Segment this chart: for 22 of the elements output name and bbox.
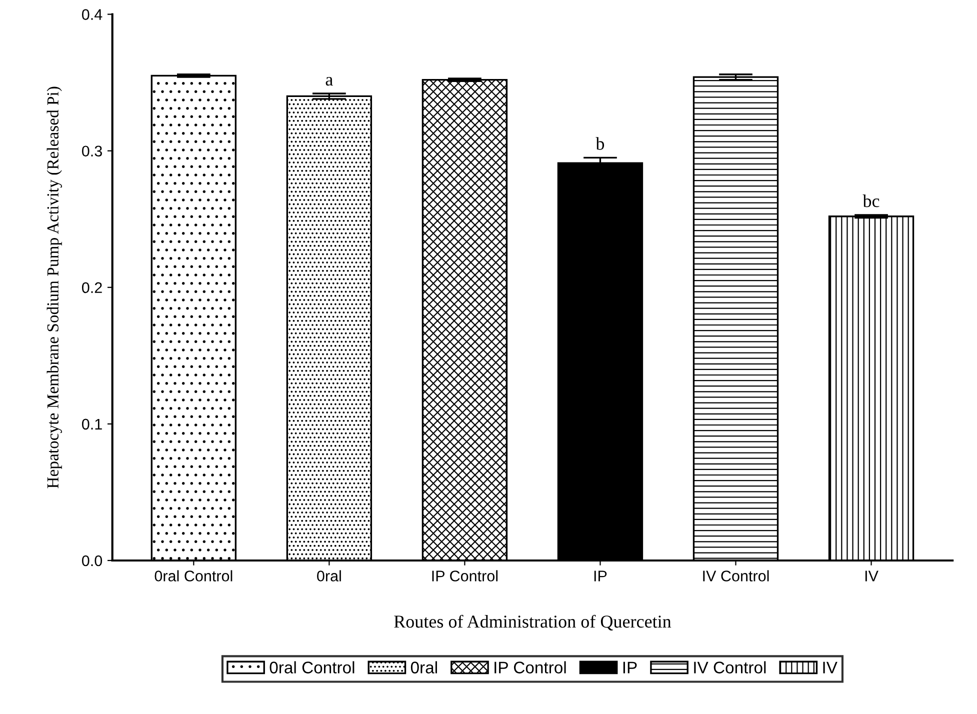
y-tick-label: 0.0 (82, 555, 102, 566)
x-axis-title: Routes of Administration of Quercetin (394, 614, 672, 630)
x-tick-label: IV (865, 570, 878, 582)
legend-label: IP Control (494, 661, 566, 674)
y-tick-label: 0.3 (82, 146, 102, 157)
legend-label: 0ral (410, 661, 437, 674)
annotation: a (326, 76, 333, 86)
y-axis-title: Hepatocyte Membrane Sodium Pump Activity (Released Pi) (46, 86, 62, 488)
y-tick-label: 0.1 (82, 418, 102, 430)
annotation: bc (862, 194, 880, 208)
legend-label: 0ral Control (270, 661, 354, 674)
legend-label: IV Control (694, 661, 766, 674)
annotation: b (596, 137, 604, 150)
x-tick-label: IV Control (703, 570, 769, 582)
x-tick-label: 0ral Control (154, 570, 232, 582)
x-tick-label: 0ral (317, 570, 341, 582)
x-tick-label: IP Control (432, 570, 498, 582)
legend-label: IV (823, 662, 838, 674)
y-tick-label: 0.4 (82, 9, 102, 20)
legend-label: IP (623, 662, 637, 674)
y-tick-label: 0.2 (82, 282, 102, 294)
x-tick-label: IP (594, 570, 607, 582)
